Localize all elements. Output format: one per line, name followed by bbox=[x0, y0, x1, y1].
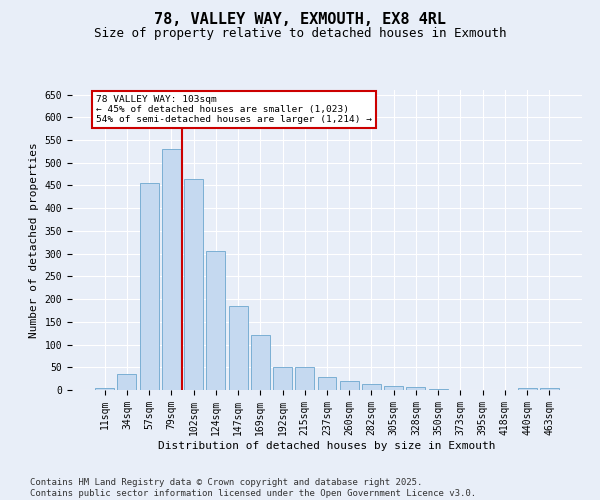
Bar bbox=[184, 178, 203, 390]
Text: 78, VALLEY WAY, EXMOUTH, EX8 4RL: 78, VALLEY WAY, EXMOUTH, EX8 4RL bbox=[154, 12, 446, 28]
Y-axis label: Number of detached properties: Number of detached properties bbox=[29, 142, 39, 338]
Bar bbox=[251, 335, 270, 390]
Bar bbox=[317, 378, 337, 390]
Bar bbox=[229, 306, 248, 390]
Text: 78 VALLEY WAY: 103sqm
← 45% of detached houses are smaller (1,023)
54% of semi-d: 78 VALLEY WAY: 103sqm ← 45% of detached … bbox=[96, 94, 372, 124]
Bar bbox=[206, 252, 225, 390]
Bar bbox=[518, 388, 536, 390]
Text: Size of property relative to detached houses in Exmouth: Size of property relative to detached ho… bbox=[94, 28, 506, 40]
Text: Contains HM Land Registry data © Crown copyright and database right 2025.
Contai: Contains HM Land Registry data © Crown c… bbox=[30, 478, 476, 498]
X-axis label: Distribution of detached houses by size in Exmouth: Distribution of detached houses by size … bbox=[158, 440, 496, 450]
Bar bbox=[140, 183, 158, 390]
Bar bbox=[118, 374, 136, 390]
Bar bbox=[406, 388, 425, 390]
Bar bbox=[295, 368, 314, 390]
Bar bbox=[384, 386, 403, 390]
Bar bbox=[95, 388, 114, 390]
Bar bbox=[340, 382, 359, 390]
Bar bbox=[273, 368, 292, 390]
Bar bbox=[429, 389, 448, 390]
Bar bbox=[162, 149, 181, 390]
Bar bbox=[540, 388, 559, 390]
Bar bbox=[362, 384, 381, 390]
